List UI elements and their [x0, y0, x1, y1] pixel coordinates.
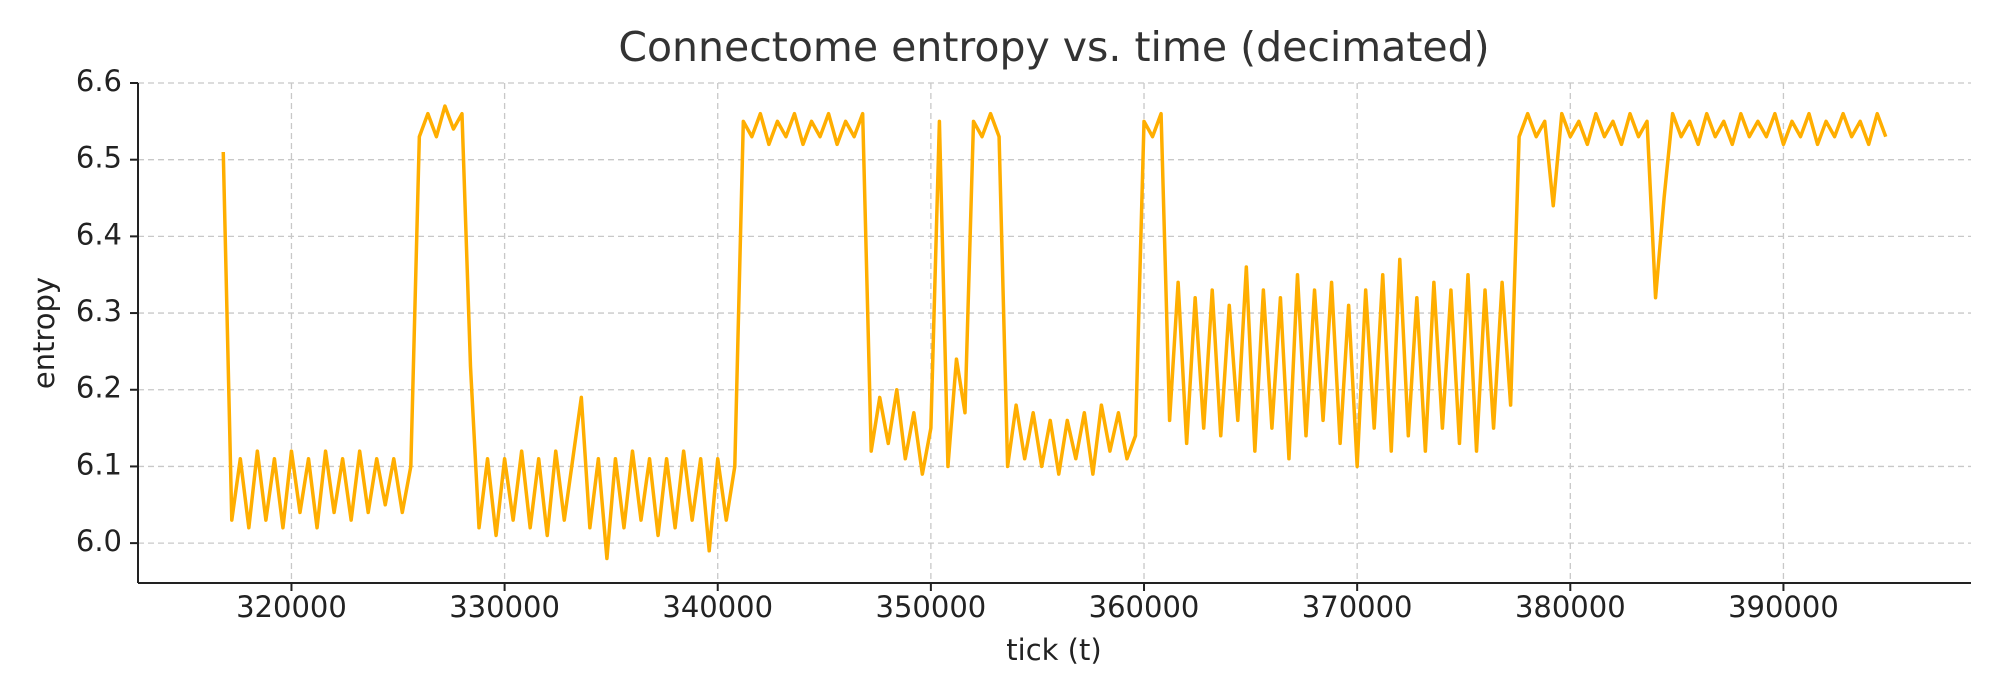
chart-title: Connectome entropy vs. time (decimated) — [618, 23, 1489, 71]
x-tick-label: 360000 — [1089, 590, 1200, 624]
x-tick-label: 370000 — [1302, 590, 1413, 624]
plot-area — [221, 104, 1888, 561]
grid — [138, 82, 1971, 583]
axes: 6.0 6.1 6.2 6.3 6.4 6.5 6.6 320000 330000 340000 3… — [76, 64, 1971, 624]
x-tick-label: 320000 — [236, 590, 347, 624]
y-axis-label: entropy — [27, 277, 61, 389]
x-tick-label: 380000 — [1515, 590, 1626, 624]
y-tick-label: 6.0 — [76, 524, 122, 558]
y-tick-label: 6.5 — [76, 141, 122, 175]
x-tick-label: 390000 — [1728, 590, 1839, 624]
y-tick-label: 6.6 — [76, 64, 122, 98]
y-tick-label: 6.2 — [76, 371, 122, 405]
entropy-line — [221, 104, 1888, 561]
x-tick-label: 340000 — [662, 590, 773, 624]
y-tick-label: 6.4 — [76, 217, 122, 251]
x-tick-label: 330000 — [449, 590, 560, 624]
y-tick-label: 6.3 — [76, 294, 122, 328]
x-axis-label: tick (t) — [1006, 633, 1101, 667]
y-tick-label: 6.1 — [76, 447, 122, 481]
x-tick-label: 350000 — [876, 590, 987, 624]
